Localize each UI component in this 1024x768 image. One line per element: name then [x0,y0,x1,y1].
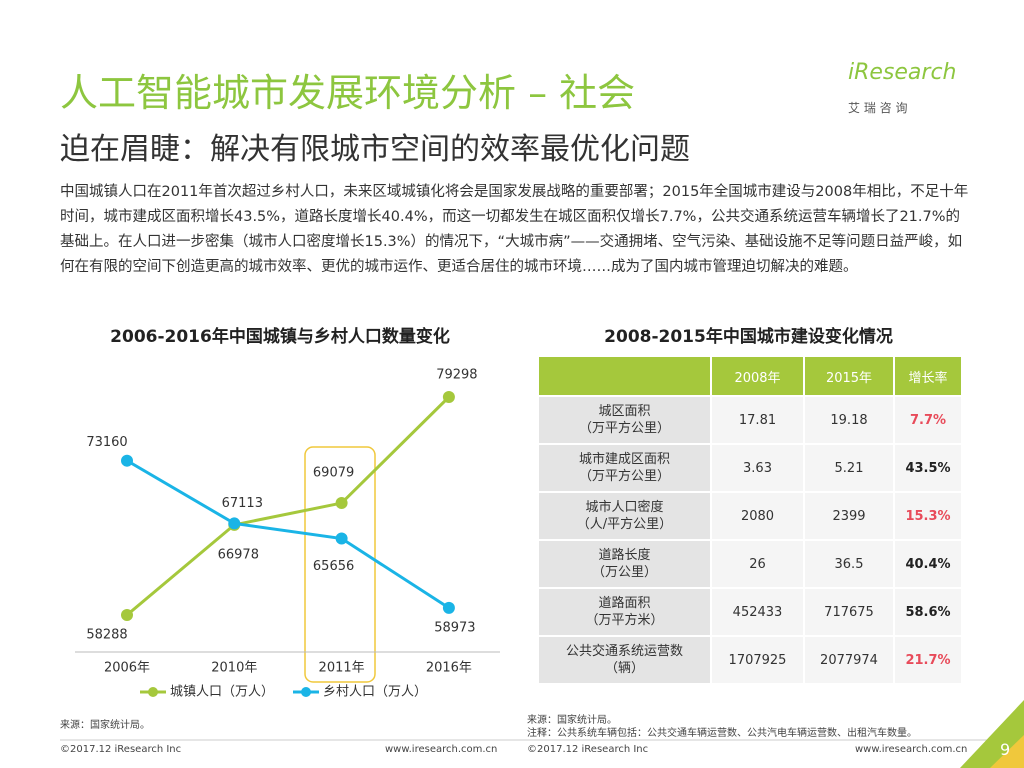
data-label: 79298 [436,368,477,383]
x-tick-label: 2011年 [319,661,365,676]
cell: 58.6% [893,587,963,637]
legend-label: 乡村人口（万人） [323,685,427,700]
logo-sub: 艾 瑞 咨 询 [848,101,908,115]
point [121,454,133,467]
data-label: 69079 [313,466,354,481]
cell: 43.5% [893,443,963,493]
row-label-line: （万平方米） [585,613,664,628]
row-label-line: （人/平方公里） [576,517,673,532]
data-label: 58973 [434,620,475,635]
row-label: 城区面积 （万平方公里） [537,395,712,445]
data-label: 65656 [313,559,354,574]
cell: 21.7% [893,635,963,685]
row: 城区面积 （万平方公里） 17.81 19.18 7.7% [537,395,963,445]
cell: 2080 [710,491,805,541]
line [126,459,450,610]
row-label-line: 道路面积 [598,596,651,611]
table-title: 2008-2015年中国城市建设变化情况 [604,327,893,347]
cell: 40.4% [893,539,963,589]
legend-dot [148,687,158,697]
data-label: 73160 [86,435,127,450]
row-label-line: 城市人口密度 [585,500,664,515]
cell: 1707925 [710,635,805,685]
data-label: 66978 [218,547,259,562]
point [228,517,241,530]
copyright: ©2017.12 iResearch Inc [527,744,649,755]
highlight-box [304,446,376,683]
subtitle: 迫在眉睫：解决有限城市空间的效率最优化问题 [60,132,690,167]
row-label: 城市人口密度 （人/平方公里） [537,491,712,541]
row-label-line: （万平方公里） [578,421,670,436]
note: 注释：公共系统车辆包括：公共交通车辆运营数、公共汽电车辆运营数、出租汽车数量。 [527,728,917,739]
header-cell: 2015年 [803,355,895,397]
cell: 15.3% [893,491,963,541]
cell: 2399 [803,491,895,541]
cell: 5.21 [803,443,895,493]
cell: 36.5 [803,539,895,589]
cell: 17.81 [710,395,805,445]
row-label-line: （辆） [604,661,644,676]
header-cell: 增长率 [893,355,963,397]
source: 来源：国家统计局。 [60,720,150,731]
cell: 3.63 [710,443,805,493]
row-label: 城市建成区面积 （万平方公里） [537,443,712,493]
row-label: 道路面积 （万平方米） [537,587,712,637]
row: 道路面积 （万平方米） 452433 717675 58.6% [537,587,963,637]
legend-label: 城镇人口（万人） [170,685,274,700]
point [442,601,455,614]
data-label: 67113 [222,496,263,511]
chart-title: 2006-2016年中国城镇与乡村人口数量变化 [110,327,450,347]
row-label-line: （万公里） [591,565,657,580]
corner-decoration [990,735,1024,768]
cell: 26 [710,539,805,589]
url: www.iresearch.com.cn [385,744,498,755]
header-row: 2008年 2015年 增长率 [537,355,963,397]
cell: 7.7% [893,395,963,445]
point [121,609,133,621]
cell: 717675 [803,587,895,637]
row-label: 公共交通系统运营数 （辆） [537,635,712,685]
row: 城市建成区面积 （万平方公里） 3.63 5.21 43.5% [537,443,963,493]
title: 人工智能城市发展环境分析 – 社会 [60,71,636,115]
legend-dot [301,687,311,697]
data-label: 58288 [86,628,127,643]
row: 公共交通系统运营数 （辆） 1707925 2077974 21.7% [537,635,963,685]
row: 道路长度 （万公里） 26 36.5 40.4% [537,539,963,589]
row-label-line: 城市建成区面积 [578,452,670,467]
x-tick-label: 2016年 [426,661,472,676]
x-tick-label: 2006年 [104,661,150,676]
row-label-line: （万平方公里） [578,469,670,484]
table: 2008年 2015年 增长率 城区面积 （万平方公里） 17.81 19.18 7.7% 城市… [537,355,963,685]
point [335,532,348,545]
header-cell [537,355,712,397]
cell: 2077974 [803,635,895,685]
logo: iResearch [848,60,957,85]
line [126,395,450,617]
header-cell: 2008年 [710,355,805,397]
row-label-line: 公共交通系统运营数 [565,644,683,659]
point [335,497,348,510]
row-label-line: 城区面积 [598,404,651,419]
source: 来源：国家统计局。 [527,715,617,726]
paragraph: 中国城镇人口在2011年首次超过乡村人口，未来区域城镇化将会是国家发展战略的重要… [60,184,969,275]
row: 城市人口密度 （人/平方公里） 2080 2399 15.3% [537,491,963,541]
copyright: ©2017.12 iResearch Inc [60,744,182,755]
cell: 452433 [710,587,805,637]
url: www.iresearch.com.cn [855,744,968,755]
row-label-line: 道路长度 [598,548,651,563]
page-number: 9 [1000,740,1011,759]
point [442,391,455,403]
x-tick-label: 2010年 [211,661,257,676]
row-label: 道路长度 （万公里） [537,539,712,589]
cell: 19.18 [803,395,895,445]
